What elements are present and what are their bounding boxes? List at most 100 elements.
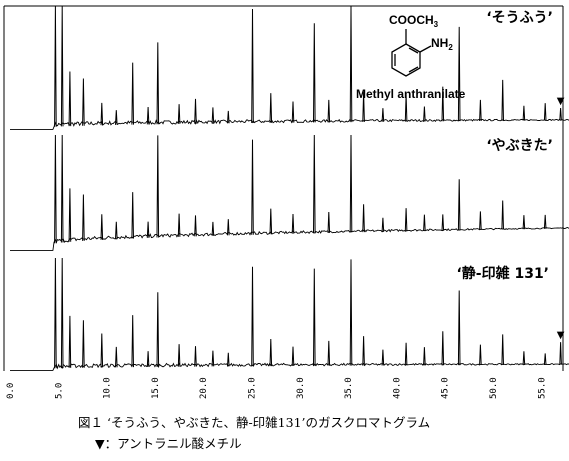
chromatogram-peak: [82, 194, 85, 241]
chromatogram-peak: [423, 214, 426, 231]
chromatogram-peak: [227, 219, 230, 236]
x-tick-label: 40.0: [392, 377, 402, 399]
chromatogram-peak: [60, 5, 64, 127]
chromatogram-peak: [251, 139, 254, 235]
chromatogram-peak: [115, 346, 118, 368]
chromatogram-trace-soufuu: [10, 5, 569, 130]
chromatogram-peak: [501, 334, 504, 365]
chromatogram-peak: [479, 344, 482, 366]
chromatogram-peak: [269, 338, 273, 367]
chromatogram-peak: [313, 268, 316, 366]
chromatogram-peak: [131, 192, 134, 239]
chromatogram-trace-shizu-inzatsu-131: [10, 257, 569, 371]
chromatogram-peak: [559, 107, 562, 121]
marker-triangle: ▼: [557, 96, 565, 107]
chromatogram-peak: [269, 93, 273, 123]
chromatogram-peak: [381, 217, 385, 232]
chromatogram-peak: [156, 42, 160, 125]
chromatogram-peak: [177, 104, 181, 124]
figure-caption: 図１ ‘そうふう、やぶきた、静-印雑131’のガスクロマトグラム: [78, 415, 430, 430]
chromatogram-peak: [131, 315, 134, 368]
chromatogram-peak: [543, 214, 547, 229]
chromatogram-peak: [177, 213, 181, 237]
chromatogram-peak: [100, 333, 104, 368]
chromatogram-peak: [291, 346, 295, 366]
x-tick-label: 35.0: [344, 377, 354, 399]
chromatogram-peak: [156, 292, 160, 367]
chromatogram-peak: [82, 78, 85, 126]
amino-group-label: NH2: [431, 36, 453, 52]
chromatogram-peak: [327, 99, 331, 123]
chromatogram-peak: [327, 340, 331, 366]
x-tick-label: 25.0: [248, 377, 258, 399]
chromatogram-peak: [100, 214, 104, 240]
benzene-ring: [391, 29, 432, 77]
chromatogram-peak: [349, 259, 353, 366]
chromatogram-peak: [362, 92, 365, 122]
chromatogram-peak: [100, 102, 104, 126]
chromatogram-peak: [457, 26, 461, 122]
chromatogram-peak: [54, 5, 57, 127]
chromatogram-peak: [543, 103, 547, 121]
chromatogram-peak: [362, 204, 365, 233]
trace-baseline: [10, 362, 569, 371]
panel-frame: [3, 5, 564, 371]
chromatogram-peak: [291, 213, 295, 234]
chromatogram-peak: [441, 86, 445, 122]
chromatogram-peak: [194, 346, 197, 367]
chromatogram-peak: [227, 110, 230, 124]
chromatogram-peak: [60, 257, 64, 369]
chromatogram-peak: [115, 221, 118, 240]
chromatogram-peak: [479, 211, 482, 230]
chromatogram-peak: [54, 134, 57, 244]
trace-label-yabukita: ‘やぶきた’: [486, 138, 553, 154]
chromatogram-peak: [381, 108, 385, 122]
x-tick-label: 15.0: [151, 377, 161, 399]
chromatogram-peak: [194, 215, 197, 237]
trace-baseline: [10, 118, 569, 130]
trace-label-soufuu: ‘そうふう’: [486, 10, 553, 26]
chromatogram-peak: [404, 342, 408, 366]
figure-caption-legend: ▼：アントラニル酸メチル: [95, 436, 242, 451]
chromatogram-peak: [441, 331, 445, 366]
x-tick-label: 20.0: [199, 377, 209, 399]
chromatogram-peak: [211, 221, 215, 236]
chromatogram-peak: [115, 110, 118, 125]
chromatogram-peak: [227, 352, 230, 367]
chromatogram-peak: [156, 135, 160, 238]
chromatogram-peak: [68, 315, 72, 368]
chromatogram-peak: [194, 98, 197, 124]
chromatogram-peak: [60, 134, 64, 243]
chromatogram-peak: [291, 101, 295, 123]
chromatogram-peak: [146, 106, 150, 125]
x-tick-label: 50.0: [489, 377, 499, 399]
x-tick-label: 30.0: [296, 377, 306, 399]
chromatogram-peak: [146, 351, 150, 368]
chromatogram-peak: [501, 79, 504, 121]
x-tick-label: 55.0: [537, 377, 547, 399]
chromatogram-peak: [362, 336, 365, 366]
chromatogram-peak: [68, 71, 72, 127]
chromatogram-peak: [131, 62, 134, 125]
ester-group-label: COOCH3: [389, 13, 439, 29]
chromatogram-peak: [479, 99, 482, 122]
chromatogram-peak: [251, 8, 254, 124]
chromatogram-peak: [349, 5, 353, 123]
chromatogram-peak: [349, 134, 353, 233]
marker-triangle: ▼: [557, 330, 565, 341]
chromatogram-peak: [327, 211, 331, 233]
x-tick-label: 45.0: [441, 377, 451, 399]
chromatogram-peak: [522, 105, 526, 121]
chromatogram-peak: [381, 349, 385, 366]
chromatogram-peak: [543, 353, 547, 365]
chromatogram-peak: [313, 134, 316, 234]
chromatogram-peak: [457, 179, 461, 231]
chromatogram-peak: [457, 290, 461, 366]
chromatogram-trace-yabukita: [10, 134, 569, 251]
chromatogram-peak: [501, 200, 504, 230]
chromatogram-peak: [404, 94, 408, 122]
x-tick-label: 10.0: [103, 377, 113, 399]
x-tick-label: 5.0: [54, 383, 64, 399]
chromatogram-peak: [211, 107, 215, 124]
